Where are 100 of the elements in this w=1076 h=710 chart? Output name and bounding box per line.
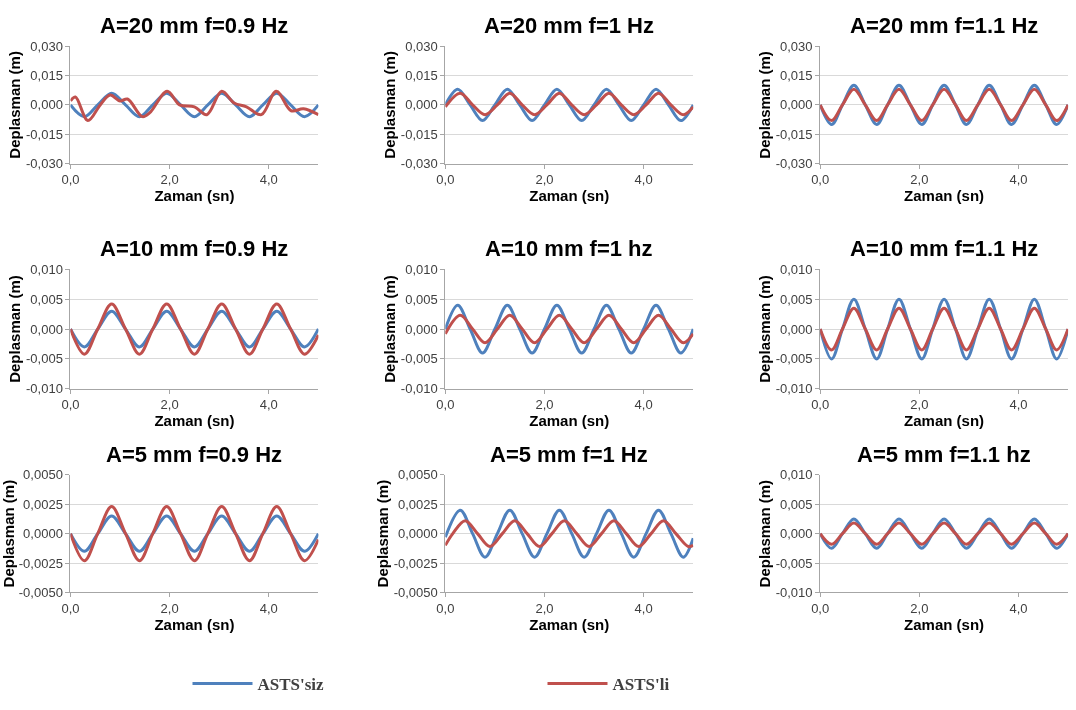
y-tick-label: -0,005 [26, 351, 63, 367]
y-tick-label: -0,030 [26, 156, 63, 172]
x-axis-title: Zaman (sn) [904, 615, 985, 633]
y-tick-label: -0,0025 [393, 555, 438, 571]
y-tick-label: -0,010 [775, 584, 813, 600]
x-tick-label: 2,0 [910, 172, 929, 188]
x-axis-title: Zaman (sn) [529, 412, 610, 430]
y-axis-title: Deplasman (m) [381, 275, 399, 383]
x-axis-title: Zaman (sn) [154, 615, 235, 633]
y-tick-label: 0,015 [780, 68, 813, 84]
x-tick-label: 4,0 [259, 600, 278, 616]
y-tick-label: -0,0050 [18, 584, 63, 600]
x-tick-label: 4,0 [1009, 397, 1028, 413]
chart-title: A=20 mm f=1.1 Hz [850, 13, 1039, 38]
x-tick-label: 4,0 [259, 172, 278, 188]
y-tick-label: 0,010 [30, 261, 63, 277]
y-tick-label: 0,005 [405, 291, 438, 307]
x-axis-title: Zaman (sn) [154, 412, 235, 430]
y-tick-label: -0,010 [26, 381, 63, 397]
x-axis-title: Zaman (sn) [154, 187, 235, 205]
x-tick-label: 4,0 [259, 397, 278, 413]
x-axis-title: Zaman (sn) [904, 412, 985, 430]
y-tick-label: 0,000 [405, 321, 438, 337]
x-axis-title: Zaman (sn) [529, 187, 610, 205]
y-tick-label: -0,015 [400, 126, 438, 142]
x-tick-label: 4,0 [1009, 172, 1028, 188]
x-tick-label: 0,0 [436, 397, 455, 413]
y-tick-label: 0,000 [30, 321, 63, 337]
y-tick-label: 0,005 [780, 291, 813, 307]
legend-label: ASTS'siz [257, 675, 325, 695]
x-tick-label: 4,0 [634, 397, 653, 413]
x-tick-label: 0,0 [811, 600, 830, 616]
x-tick-label: 2,0 [910, 600, 929, 616]
y-axis-title: Deplasman (m) [6, 275, 24, 383]
y-axis-title: Deplasman (m) [755, 479, 773, 588]
y-tick-label: 0,0000 [23, 526, 63, 542]
y-tick-label: 0,000 [780, 321, 813, 337]
x-tick-label: 0,0 [61, 600, 80, 616]
y-tick-label: -0,010 [400, 381, 438, 397]
y-tick-label: 0,000 [780, 526, 813, 542]
chart-title: A=10 mm f=1 hz [485, 236, 653, 261]
y-tick-label: 0,010 [780, 261, 813, 277]
chart-title: A=5 mm f=1.1 hz [857, 442, 1031, 467]
y-tick-label: 0,000 [405, 97, 438, 113]
y-tick-label: -0,005 [400, 351, 438, 367]
y-tick-label: -0,0050 [393, 584, 438, 600]
y-axis-title: Deplasman (m) [6, 51, 24, 159]
y-tick-label: -0,005 [775, 351, 813, 367]
chart-title: A=20 mm f=1 Hz [484, 13, 654, 38]
y-tick-label: 0,010 [405, 261, 438, 277]
x-axis-title: Zaman (sn) [529, 615, 610, 633]
chart-title: A=10 mm f=0.9 Hz [100, 236, 289, 261]
x-tick-label: 0,0 [61, 397, 80, 413]
x-tick-label: 2,0 [535, 397, 554, 413]
x-tick-label: 0,0 [436, 600, 455, 616]
y-tick-label: 0,010 [780, 467, 813, 483]
y-tick-label: -0,005 [775, 555, 813, 571]
y-tick-label: 0,0050 [397, 467, 438, 483]
y-tick-label: 0,0025 [23, 496, 63, 512]
y-axis-title: Deplasman (m) [373, 479, 391, 588]
y-tick-label: 0,0025 [397, 496, 438, 512]
y-tick-label: -0,030 [775, 156, 813, 172]
y-tick-label: 0,0000 [397, 526, 438, 542]
chart-title: A=5 mm f=1 Hz [490, 442, 648, 467]
y-tick-label: 0,015 [405, 68, 438, 84]
y-tick-label: 0,005 [780, 496, 813, 512]
y-tick-label: 0,0050 [23, 467, 63, 483]
chart-title: A=10 mm f=1.1 Hz [850, 236, 1039, 261]
x-tick-label: 2,0 [535, 172, 554, 188]
x-tick-label: 0,0 [436, 172, 455, 188]
x-tick-label: 0,0 [61, 172, 80, 188]
legend-label: ASTS'li [612, 675, 670, 695]
y-tick-label: 0,030 [30, 38, 63, 54]
y-tick-label: -0,030 [400, 156, 438, 172]
y-axis-title: Deplasman (m) [381, 51, 399, 159]
x-tick-label: 2,0 [160, 397, 179, 413]
y-axis-title: Deplasman (m) [755, 275, 773, 383]
y-tick-label: 0,005 [30, 291, 63, 307]
y-tick-label: -0,0025 [18, 555, 63, 571]
x-tick-label: 4,0 [634, 172, 653, 188]
x-tick-label: 2,0 [160, 600, 179, 616]
y-tick-label: 0,015 [30, 68, 63, 84]
x-tick-label: 2,0 [160, 172, 179, 188]
x-tick-label: 0,0 [811, 172, 830, 188]
x-tick-label: 4,0 [634, 600, 653, 616]
y-tick-label: 0,030 [780, 38, 813, 54]
chart-title: A=20 mm f=0.9 Hz [100, 13, 289, 38]
chart-title: A=5 mm f=0.9 Hz [106, 442, 283, 467]
x-axis-title: Zaman (sn) [904, 187, 985, 205]
y-axis-title: Deplasman (m) [755, 51, 773, 159]
y-tick-label: -0,015 [775, 126, 813, 142]
y-tick-label: -0,015 [26, 126, 63, 142]
y-tick-label: 0,000 [30, 97, 63, 113]
x-tick-label: 2,0 [910, 397, 929, 413]
y-axis-title: Deplasman (m) [0, 479, 17, 588]
y-tick-label: 0,000 [780, 97, 813, 113]
x-tick-label: 0,0 [811, 397, 830, 413]
y-tick-label: -0,010 [775, 381, 813, 397]
x-tick-label: 4,0 [1009, 600, 1028, 616]
x-tick-label: 2,0 [535, 600, 554, 616]
